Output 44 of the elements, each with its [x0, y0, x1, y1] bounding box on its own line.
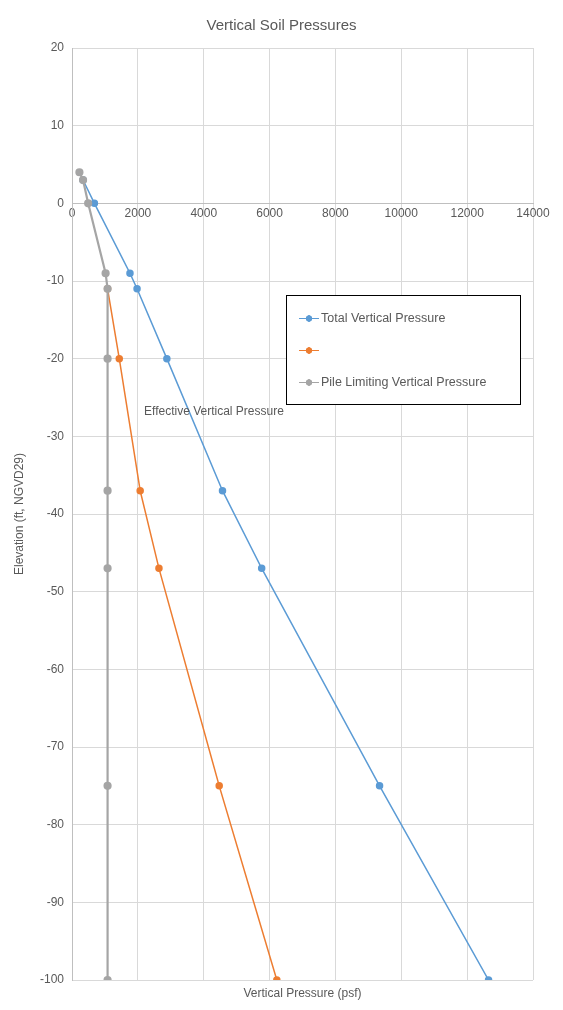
series-label: Effective Vertical Pressure: [144, 403, 285, 418]
chart-title: Vertical Soil Pressures: [206, 16, 357, 34]
point: [155, 564, 163, 573]
point: [103, 781, 112, 790]
legend-label: Total Vertical Pressure: [321, 311, 446, 325]
y-tick-label: -100: [39, 972, 65, 987]
point: [75, 168, 84, 177]
x-tick-label: 14000: [516, 205, 551, 220]
y-tick-label: -80: [46, 816, 65, 831]
x-tick-label: 4000: [190, 205, 218, 220]
x-tick-label: 8000: [322, 205, 350, 220]
x-axis-title: Vertical Pressure (psf): [243, 986, 362, 1001]
y-tick-label: -20: [46, 350, 65, 365]
y-tick-label: -50: [46, 583, 65, 598]
point: [218, 486, 227, 495]
x-tick-label: 2000: [124, 205, 152, 220]
y-tick-label: -70: [46, 739, 65, 754]
point: [136, 486, 144, 495]
point: [103, 354, 112, 363]
y-tick-label: -60: [46, 661, 65, 676]
x-tick-label: 10000: [384, 205, 419, 220]
y-tick-label: 0: [57, 195, 65, 210]
y-axis-title: Elevation (ft, NGVD29): [12, 452, 27, 576]
point: [163, 354, 171, 363]
x-tick-label: 12000: [450, 205, 485, 220]
point: [103, 486, 112, 495]
x-tick-label: 6000: [256, 205, 284, 220]
point: [215, 782, 223, 790]
y-tick-label: 20: [50, 40, 65, 55]
point: [101, 269, 110, 278]
y-tick-label: -40: [46, 506, 65, 521]
point: [257, 564, 266, 573]
y-tick-label: -90: [46, 894, 65, 909]
point: [90, 199, 99, 208]
point: [84, 199, 93, 208]
y-tick-label: -10: [46, 273, 65, 288]
point: [133, 285, 141, 293]
y-tick-label: 10: [50, 117, 65, 132]
point: [375, 782, 384, 790]
point: [126, 269, 134, 277]
point: [115, 354, 124, 363]
legend-label: Pile Limiting Vertical Pressure: [321, 375, 487, 389]
point: [103, 564, 112, 573]
y-tick-label: -30: [46, 428, 65, 443]
